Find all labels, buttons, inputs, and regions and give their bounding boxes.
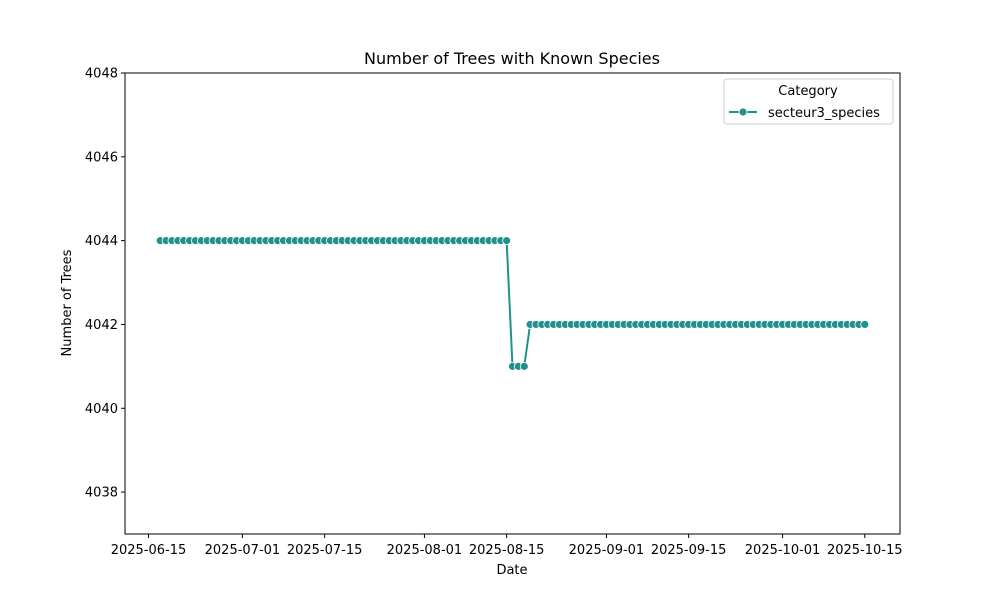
- legend-entry: secteur3_species: [768, 106, 880, 121]
- series-line: [160, 239, 865, 368]
- chart-title: Number of Trees with Known Species: [364, 49, 660, 68]
- y-axis: 4038 4040 4042 4044 4046 4048: [85, 67, 125, 501]
- y-tick-label: 4046: [85, 150, 118, 165]
- y-tick-label: 4044: [85, 234, 118, 249]
- x-tick-label: 2025-07-01: [205, 543, 281, 558]
- legend-title: Category: [778, 84, 838, 99]
- data-point: [519, 361, 529, 371]
- x-tick-label: 2025-07-15: [287, 543, 363, 558]
- data-point: [860, 320, 870, 329]
- x-tick-label: 2025-08-01: [387, 543, 463, 558]
- x-tick-label: 2025-10-01: [745, 543, 821, 558]
- legend: Category secteur3_species: [723, 78, 894, 125]
- x-tick-label: 2025-09-01: [569, 543, 645, 558]
- x-tick-label: 2025-08-15: [469, 543, 545, 558]
- x-tick-label: 2025-10-15: [827, 543, 903, 558]
- x-axis: 2025-06-15 2025-07-01 2025-07-15 2025-08-01…: [111, 534, 903, 558]
- y-tick-label: 4048: [85, 67, 118, 82]
- series-group: [155, 236, 870, 371]
- legend-box: [723, 78, 894, 125]
- y-tick-label: 4042: [85, 318, 118, 333]
- x-axis-label: Date: [496, 563, 527, 578]
- y-tick-label: 4038: [85, 486, 118, 501]
- y-tick-label: 4040: [85, 402, 118, 417]
- data-point: [502, 236, 512, 246]
- plot-frame: [124, 72, 901, 535]
- x-tick-label: 2025-09-15: [651, 543, 727, 558]
- y-axis-label: Number of Trees: [60, 249, 75, 356]
- x-tick-label: 2025-06-15: [111, 543, 187, 558]
- legend-marker-swatch: [738, 107, 748, 117]
